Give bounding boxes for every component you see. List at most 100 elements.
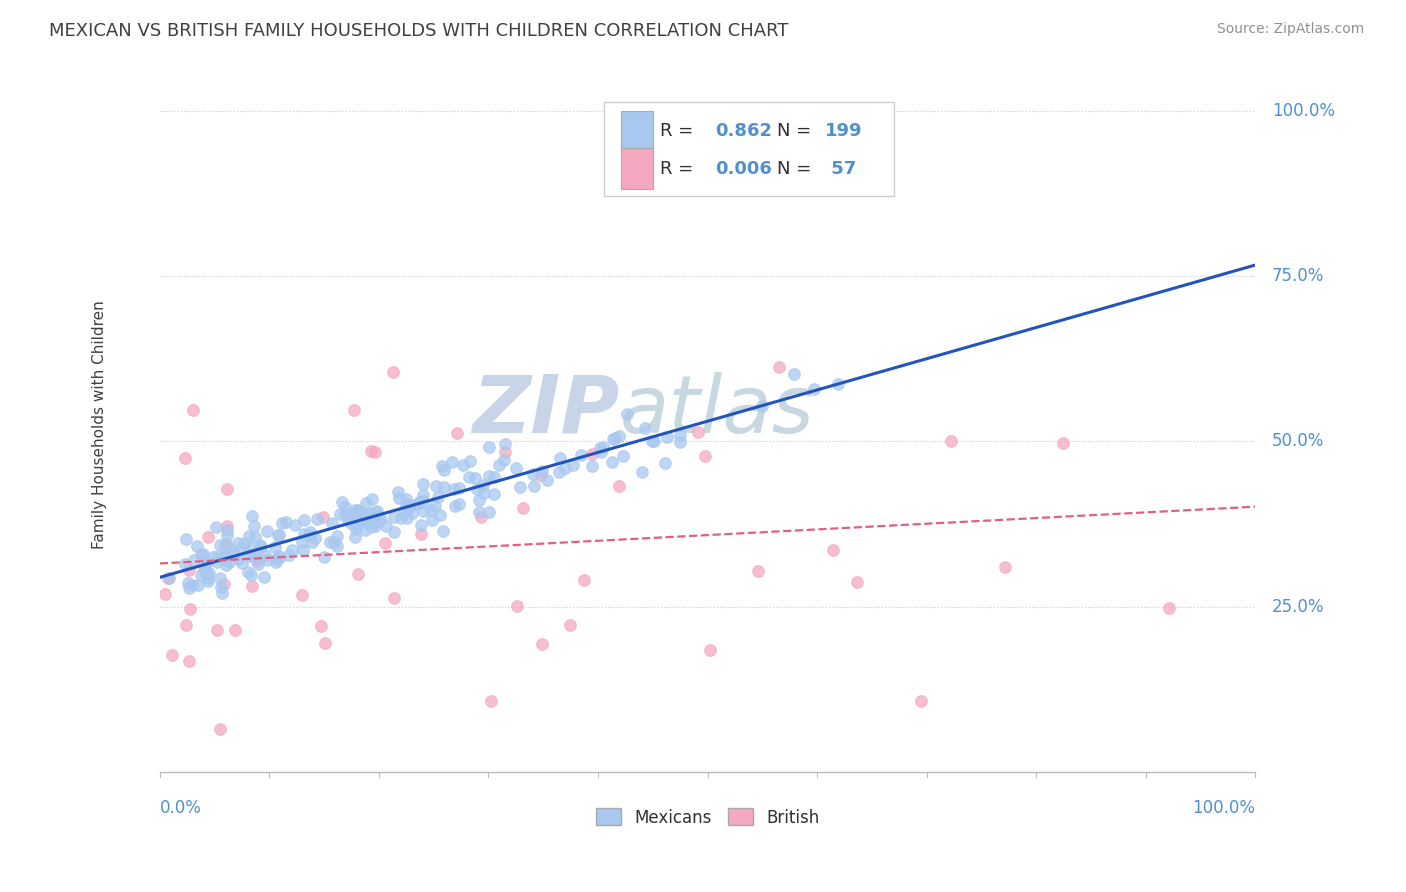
- Point: [278, 548, 301, 562]
- Point: [396, 511, 419, 525]
- Point: [242, 549, 264, 564]
- Point: [349, 504, 371, 518]
- Point: [751, 399, 773, 413]
- Point: [470, 509, 492, 524]
- Point: [247, 558, 270, 572]
- FancyBboxPatch shape: [603, 102, 894, 195]
- Point: [194, 565, 217, 579]
- Point: [344, 518, 367, 533]
- Point: [391, 511, 413, 525]
- Point: [443, 500, 465, 514]
- Point: [267, 549, 290, 563]
- Point: [252, 570, 274, 584]
- Point: [478, 505, 501, 519]
- Point: [191, 547, 214, 561]
- Point: [395, 491, 418, 506]
- Text: MEXICAN VS BRITISH FAMILY HOUSEHOLDS WITH CHILDREN CORRELATION CHART: MEXICAN VS BRITISH FAMILY HOUSEHOLDS WIT…: [49, 22, 789, 40]
- Point: [240, 509, 263, 524]
- Point: [686, 425, 709, 440]
- Point: [354, 495, 377, 509]
- Point: [343, 508, 366, 522]
- Point: [153, 587, 176, 601]
- Point: [845, 574, 868, 589]
- Point: [699, 642, 721, 657]
- Point: [643, 434, 665, 448]
- Point: [458, 454, 481, 468]
- Point: [600, 455, 623, 469]
- Point: [180, 578, 202, 592]
- Point: [375, 519, 398, 533]
- Point: [1159, 601, 1181, 615]
- Point: [506, 599, 529, 613]
- Point: [472, 478, 495, 492]
- Point: [291, 588, 314, 602]
- Point: [616, 407, 638, 421]
- Point: [479, 693, 502, 707]
- Point: [768, 359, 790, 374]
- Point: [387, 485, 409, 500]
- Point: [245, 554, 267, 568]
- Point: [343, 502, 366, 516]
- Point: [307, 512, 329, 526]
- Point: [433, 463, 456, 477]
- Text: ZIP: ZIP: [472, 372, 620, 450]
- Point: [827, 377, 849, 392]
- Point: [560, 618, 582, 632]
- Point: [512, 500, 534, 515]
- Point: [406, 497, 429, 511]
- Point: [536, 473, 558, 487]
- Point: [224, 624, 246, 638]
- Point: [197, 571, 219, 585]
- Point: [157, 571, 180, 585]
- Point: [344, 530, 367, 544]
- Point: [209, 722, 232, 736]
- FancyBboxPatch shape: [621, 111, 652, 152]
- Point: [458, 470, 481, 484]
- Point: [208, 538, 231, 552]
- Point: [347, 502, 370, 516]
- Point: [326, 539, 349, 553]
- Point: [354, 508, 377, 523]
- Text: R =: R =: [661, 160, 699, 178]
- Point: [239, 549, 262, 564]
- Point: [669, 427, 692, 442]
- Text: Source: ZipAtlas.com: Source: ZipAtlas.com: [1216, 22, 1364, 37]
- Point: [226, 536, 249, 550]
- Point: [187, 578, 209, 592]
- Point: [602, 432, 624, 446]
- Point: [292, 542, 315, 557]
- Point: [179, 581, 201, 595]
- Point: [236, 566, 259, 580]
- Point: [363, 515, 385, 529]
- Point: [343, 402, 366, 417]
- Point: [412, 504, 434, 518]
- Point: [340, 516, 363, 530]
- Point: [322, 534, 344, 549]
- Point: [319, 534, 342, 549]
- Point: [214, 538, 236, 552]
- Text: 75.0%: 75.0%: [1272, 267, 1324, 285]
- Point: [447, 481, 470, 495]
- Point: [333, 507, 356, 521]
- Point: [783, 368, 806, 382]
- Point: [441, 455, 464, 469]
- Text: 25.0%: 25.0%: [1272, 598, 1324, 615]
- Point: [364, 505, 387, 519]
- Point: [240, 579, 263, 593]
- Point: [401, 506, 423, 520]
- Point: [420, 503, 443, 517]
- Point: [238, 541, 260, 555]
- Point: [562, 458, 585, 473]
- Point: [221, 543, 243, 558]
- Point: [240, 567, 263, 582]
- Point: [449, 497, 471, 511]
- Point: [427, 490, 450, 504]
- Point: [298, 527, 321, 541]
- Point: [217, 523, 239, 537]
- Point: [364, 445, 387, 459]
- Point: [581, 458, 603, 473]
- Text: atlas: atlas: [620, 372, 814, 450]
- Point: [1052, 435, 1074, 450]
- Point: [432, 459, 454, 474]
- Point: [488, 458, 510, 472]
